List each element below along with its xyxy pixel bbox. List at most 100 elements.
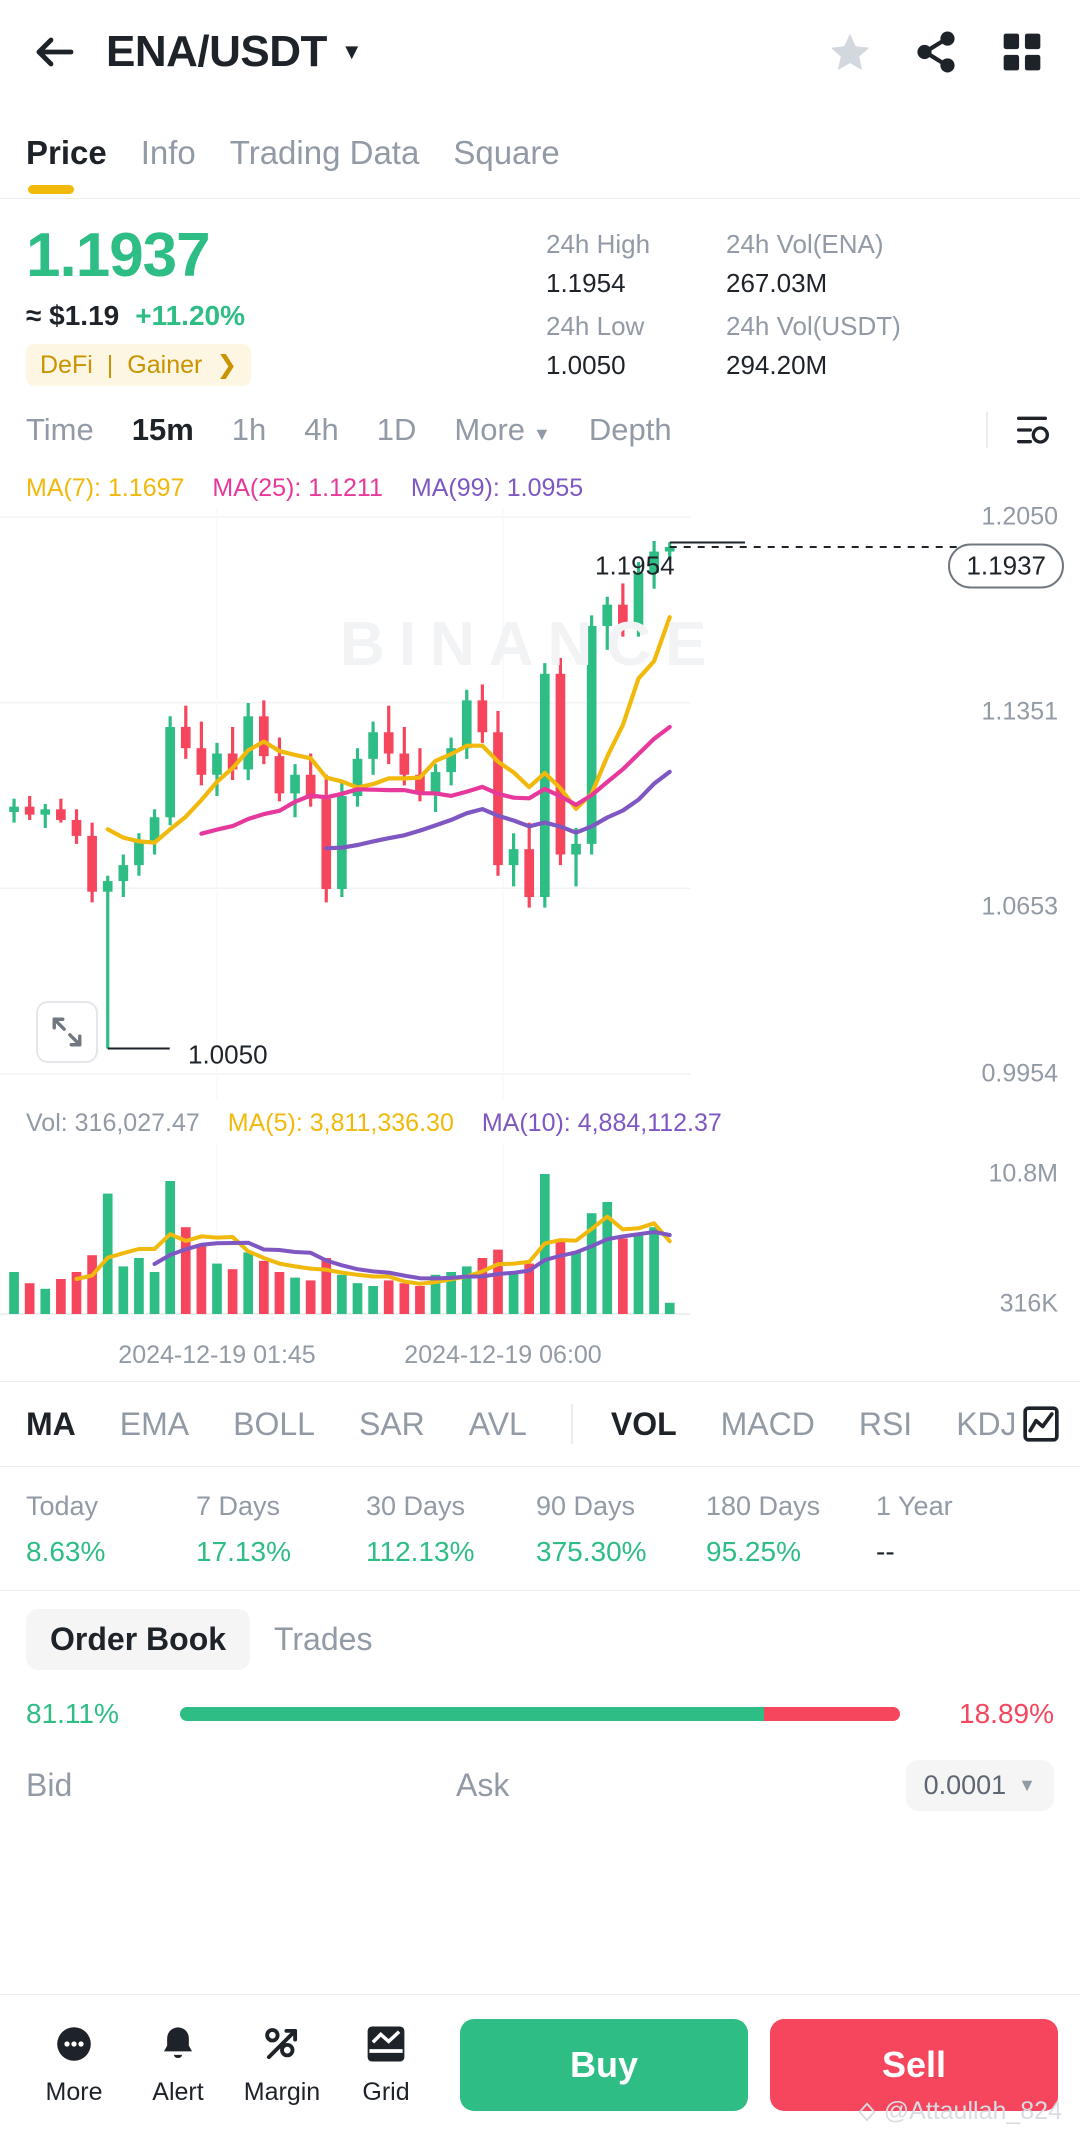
sell-button[interactable]: Sell	[770, 2018, 1058, 2111]
share-icon[interactable]	[904, 20, 968, 84]
volume-plot[interactable]: 10.8M 316K	[0, 1144, 1080, 1339]
tf-4h[interactable]: 4h	[304, 412, 339, 448]
price-axis-tick: 0.9954	[981, 1059, 1058, 1088]
perf-label: 90 Days	[536, 1491, 636, 1522]
stat-24h-low: 24h Low 1.0050	[546, 311, 654, 387]
chart-edit-icon[interactable]	[1014, 1397, 1068, 1452]
tf-vertical-divider	[986, 412, 988, 449]
grid-bot-icon	[365, 2023, 407, 2070]
perf-label: 180 Days	[706, 1491, 821, 1522]
perf-label: Today	[26, 1491, 99, 1522]
stat-label: 24h High	[546, 229, 651, 259]
stat-label: 24h Vol(USDT)	[726, 310, 901, 341]
tab-info[interactable]: Info	[140, 134, 196, 171]
candles-svg	[0, 509, 1000, 1100]
indicator-sar[interactable]: SAR	[358, 1405, 425, 1442]
grid-button[interactable]: Grid	[334, 2023, 438, 2107]
tab-square[interactable]: Square	[453, 134, 560, 171]
perf-180-days: 180 Days 95.25%	[706, 1491, 876, 1568]
tf-time[interactable]: Time	[26, 412, 94, 448]
back-arrow-icon[interactable]	[26, 23, 84, 81]
tick-size-select[interactable]: 0.0001 ▼	[905, 1760, 1054, 1812]
candlestick-plot[interactable]: BINANCE 1.2050 1.1351 1.0653 0.9954 1.19…	[0, 503, 1080, 1100]
grid-label: Grid	[362, 2077, 410, 2106]
indicator-divider	[570, 1404, 573, 1445]
page-title[interactable]: ENA/USDT	[106, 27, 327, 76]
indicator-vol[interactable]: VOL	[610, 1405, 677, 1442]
chevron-down-icon: ▼	[1018, 1775, 1036, 1796]
alert-label: Alert	[152, 2077, 204, 2106]
star-icon[interactable]	[818, 20, 882, 84]
perf-30-days: 30 Days 112.13%	[366, 1491, 536, 1568]
tab-order-book[interactable]: Order Book	[26, 1609, 251, 1671]
stat-value: 294.20M	[726, 349, 828, 380]
indicator-ema[interactable]: EMA	[119, 1405, 190, 1442]
tf-15m[interactable]: 15m	[131, 412, 194, 448]
indicator-avl[interactable]: AVL	[468, 1405, 527, 1442]
margin-label: Margin	[243, 2077, 321, 2106]
time-axis-tick: 2024-12-19 06:00	[404, 1341, 602, 1370]
depth-ratio-bar	[180, 1707, 900, 1722]
volume-svg	[0, 1144, 690, 1316]
alert-button[interactable]: Alert	[126, 2023, 230, 2107]
vol-axis-tick: 316K	[999, 1289, 1058, 1318]
tag-defi: DeFi	[40, 350, 93, 379]
tab-price[interactable]: Price	[26, 134, 107, 194]
indicator-ma[interactable]: MA	[26, 1405, 76, 1442]
depth-ask-fill	[763, 1707, 900, 1722]
expand-icon[interactable]	[36, 1001, 98, 1064]
period-high-label: 1.1954	[595, 550, 675, 581]
price-left: 1.1937 ≈ $1.19 +11.20% DeFi | Gainer ❯	[26, 221, 546, 387]
indicator-rsi[interactable]: RSI	[858, 1405, 913, 1442]
header-divider	[0, 198, 1080, 199]
last-price: 1.1937	[26, 221, 211, 290]
tf-more[interactable]: More ▼	[454, 412, 550, 448]
indicator-boll[interactable]: BOLL	[233, 1405, 315, 1442]
performance-row: Today 8.63% 7 Days 17.13% 30 Days 112.13…	[0, 1467, 1080, 1590]
ma25-legend: MA(25): 1.1211	[212, 474, 383, 503]
bid-ask-header: Bid Ask 0.0001 ▼	[0, 1742, 1080, 1821]
bell-icon	[157, 2023, 199, 2070]
tab-trading-data[interactable]: Trading Data	[229, 134, 420, 171]
stat-label: 24h Vol(ENA)	[726, 229, 884, 259]
buy-button[interactable]: Buy	[460, 2018, 748, 2111]
perf-divider	[0, 1590, 1080, 1592]
ma-legend: MA(7): 1.1697 MA(25): 1.1211 MA(99): 1.0…	[0, 466, 1080, 509]
tag-gainer: Gainer	[127, 350, 203, 379]
tag-pill[interactable]: DeFi | Gainer ❯	[26, 344, 252, 387]
more-dots-icon	[53, 2023, 95, 2070]
margin-button[interactable]: Margin	[230, 2023, 334, 2107]
orderbook-tabs: Order Book Trades	[0, 1591, 1080, 1680]
grid-menu-icon[interactable]	[990, 20, 1054, 84]
chart-settings-icon[interactable]	[1010, 408, 1054, 452]
depth-ratio-row: 81.11% 18.89%	[0, 1680, 1080, 1742]
indicator-macd[interactable]: MACD	[720, 1405, 815, 1442]
indicator-bar: MA EMA BOLL SAR AVL VOL MACD RSI KDJ	[0, 1381, 1080, 1468]
tf-more-label: More	[454, 412, 526, 448]
price-axis-tick: 1.0653	[981, 892, 1058, 921]
perf-value: 375.30%	[536, 1536, 647, 1568]
ask-percent: 18.89%	[959, 1698, 1054, 1730]
vol-axis-tick: 10.8M	[988, 1159, 1058, 1188]
vol-ma10-legend: MA(10): 4,884,112.37	[481, 1109, 722, 1138]
perf-value: --	[876, 1536, 895, 1568]
price-chart[interactable]: MA(7): 1.1697 MA(25): 1.1211 MA(99): 1.0…	[0, 466, 1080, 1381]
more-button[interactable]: More	[22, 2023, 126, 2107]
depth-bid-fill	[180, 1707, 764, 1722]
perf-7-days: 7 Days 17.13%	[196, 1491, 366, 1568]
price-summary: 1.1937 ≈ $1.19 +11.20% DeFi | Gainer ❯ 2…	[0, 199, 1080, 392]
volume-legend: Vol: 316,027.47 MA(5): 3,811,336.30 MA(1…	[0, 1099, 1080, 1144]
price-subrow: ≈ $1.19 +11.20%	[26, 300, 546, 332]
tf-depth[interactable]: Depth	[588, 412, 672, 448]
change-percent: +11.20%	[135, 300, 245, 332]
tab-trades[interactable]: Trades	[274, 1621, 373, 1658]
tf-1h[interactable]: 1h	[231, 412, 267, 448]
perf-value: 95.25%	[706, 1536, 801, 1568]
chevron-down-icon: ▼	[533, 424, 551, 445]
stat-value: 267.03M	[726, 268, 828, 298]
indicator-kdj[interactable]: KDJ	[956, 1405, 1017, 1442]
chevron-down-icon[interactable]: ▼	[340, 39, 363, 64]
perf-label: 7 Days	[196, 1491, 281, 1522]
price-axis-tick: 1.1351	[981, 697, 1058, 726]
tf-1d[interactable]: 1D	[376, 412, 417, 448]
